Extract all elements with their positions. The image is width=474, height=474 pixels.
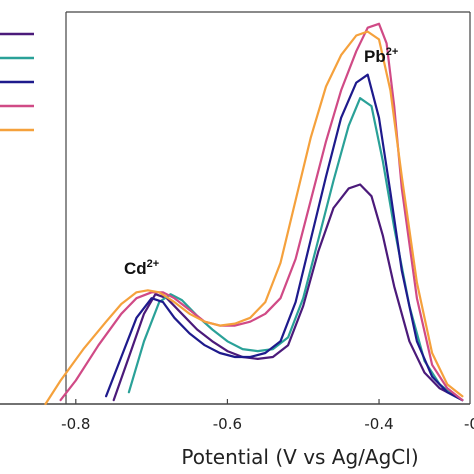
ion-label-cd: Cd2+: [124, 258, 159, 278]
series-line-1: [112, 183, 464, 402]
x-tick-label: -0.6: [213, 415, 242, 433]
series-line-3: [105, 73, 464, 402]
series-layer: [44, 22, 464, 406]
ion-label-pb: Pb2+: [364, 46, 398, 66]
x-tick-label: -0.4: [364, 415, 393, 433]
axes: [0, 11, 471, 405]
x-tick-label-edge: -0.2: [464, 415, 474, 433]
annotations: Cd2+ Pb2+: [124, 46, 398, 278]
series-line-5: [44, 30, 464, 406]
x-axis-label: Potential (V vs Ag/AgCl): [181, 445, 418, 469]
legend: [0, 32, 34, 132]
series-line-4: [59, 22, 464, 402]
x-tick-label: -0.8: [61, 415, 90, 433]
x-ticks: -0.8 -0.6 -0.4 -0.2: [61, 399, 474, 433]
